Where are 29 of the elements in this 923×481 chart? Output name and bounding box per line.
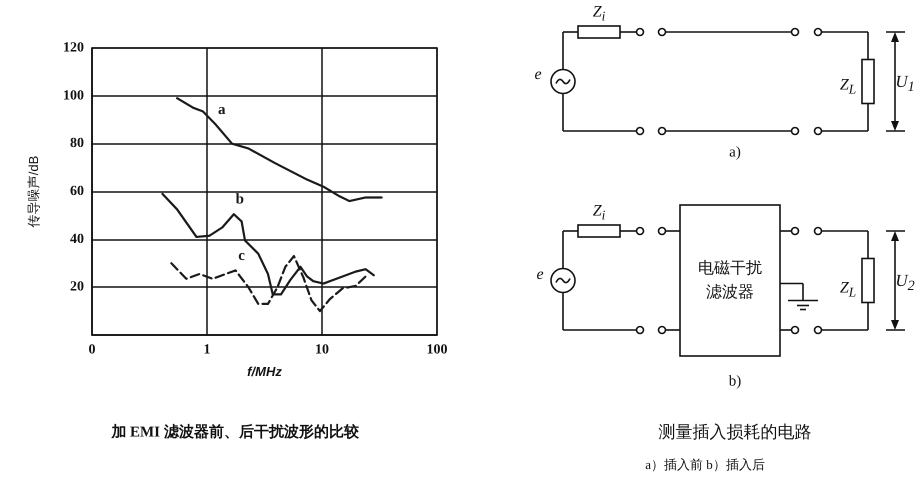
y-tick-label: 80	[70, 136, 84, 152]
x-tick-label: 1	[204, 342, 210, 358]
text: Z$_{i}$	[592, 3, 606, 25]
y-tick-label: 60	[70, 184, 84, 199]
text: 加 EMI 滤波器前、后干扰波形的比较	[110, 424, 360, 440]
text: e	[536, 266, 544, 284]
text: e	[534, 66, 542, 84]
series-label: c	[238, 248, 246, 264]
x-axis-title: f/MHz	[247, 364, 282, 379]
series-label: a	[218, 102, 226, 118]
text: a）插入前 b）插入后	[645, 456, 765, 474]
y-tick-label: 120	[63, 40, 84, 56]
text: U$_{2}$	[895, 270, 915, 296]
text: 测量插入损耗的电路	[658, 422, 812, 444]
x-tick-label: 100	[426, 342, 448, 358]
series-label: b	[236, 192, 244, 208]
text: Z$_{i}$	[592, 202, 606, 224]
text: b)	[728, 374, 742, 390]
y-tick-label: 100	[63, 88, 84, 104]
text: Z$_{L}$	[840, 279, 856, 301]
text: a)	[729, 144, 741, 162]
y-tick-label: 40	[70, 232, 84, 247]
text: 电磁干扰滤波器	[697, 257, 763, 303]
y-axis-title: 传导噪声/dB	[26, 156, 41, 228]
y-tick-label: 20	[70, 280, 84, 295]
text: Z$_{L}$	[840, 76, 856, 98]
text: U$_{1}$	[895, 72, 915, 96]
x-tick-label: 10	[315, 342, 329, 358]
x-tick-label: 0	[88, 342, 96, 358]
